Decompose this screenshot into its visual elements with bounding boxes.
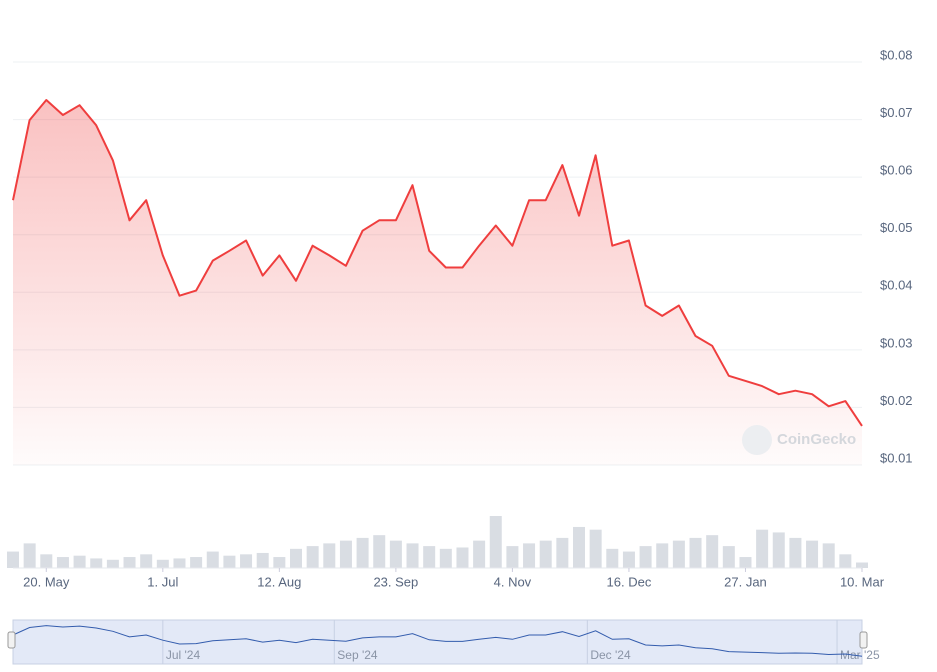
- volume-bar: [656, 543, 669, 568]
- navigator-tick-label: Sep '24: [337, 648, 378, 662]
- volume-bar: [423, 546, 436, 568]
- volume-bar: [506, 546, 519, 568]
- navigator-line: [12, 625, 863, 657]
- volume-bar: [190, 557, 203, 568]
- volume-bar: [473, 540, 486, 568]
- navigator: Jul '24 Sep '24 Dec '24 Mar '25: [7, 619, 880, 665]
- volume-bar: [789, 537, 802, 568]
- x-tick-label: 12. Aug: [257, 574, 301, 589]
- navigator-tick-label: Jul '24: [166, 648, 201, 662]
- volume-bar: [173, 558, 186, 568]
- navigator-tick-label: Mar '25: [840, 648, 880, 662]
- volume-bar: [356, 537, 369, 568]
- volume-bar: [772, 532, 785, 568]
- watermark-logo: [742, 425, 772, 455]
- navigator-handle[interactable]: [7, 631, 16, 649]
- volume-bar: [306, 546, 319, 568]
- volume-bar: [406, 543, 419, 568]
- x-tick-label: 4. Nov: [494, 574, 532, 589]
- x-tick-label: 23. Sep: [373, 574, 418, 589]
- y-tick-label: $0.05: [880, 220, 913, 235]
- y-tick-label: $0.03: [880, 335, 913, 350]
- volume-bar: [839, 554, 852, 568]
- price-area: [13, 100, 862, 465]
- y-tick-label: $0.04: [880, 278, 913, 293]
- x-tick-label: 10. Mar: [840, 574, 885, 589]
- volume-bar: [606, 548, 619, 568]
- volume-bar: [206, 551, 219, 568]
- y-tick-label: $0.07: [880, 105, 913, 120]
- volume-bar: [106, 559, 119, 568]
- navigator-bg: [12, 619, 863, 665]
- volume-bar: [489, 516, 502, 568]
- volume-bar: [439, 548, 452, 568]
- volume-bar: [123, 557, 136, 568]
- volume-bar: [689, 537, 702, 568]
- volume-bar: [739, 557, 752, 568]
- volume-bar: [556, 537, 569, 568]
- volume-bar: [806, 540, 819, 568]
- y-tick-label: $0.02: [880, 393, 913, 408]
- volume-bar: [706, 535, 719, 568]
- navigator-handle[interactable]: [859, 631, 868, 649]
- x-tick-label: 27. Jan: [724, 574, 767, 589]
- volume-bar: [822, 543, 835, 568]
- volume-bar: [156, 559, 169, 568]
- volume-bar: [573, 526, 585, 568]
- volume-bar: [290, 548, 302, 568]
- navigator-tick-label: Dec '24: [590, 648, 631, 662]
- volume-bar: [56, 557, 69, 568]
- volume-bar: [23, 543, 36, 568]
- volume-bar: [639, 546, 652, 568]
- y-tick-label: $0.08: [880, 47, 913, 62]
- volume-bar: [7, 551, 19, 568]
- watermark: CoinGecko: [742, 425, 856, 455]
- x-tick-label: 1. Jul: [147, 574, 178, 589]
- volume-bar: [256, 552, 269, 568]
- volume-bar: [523, 543, 536, 568]
- volume-bar: [273, 557, 286, 568]
- x-tick-label: 20. May: [23, 574, 70, 589]
- volume-bar: [389, 540, 402, 568]
- volume-bar: [90, 558, 103, 568]
- volume-bar: [539, 540, 552, 568]
- volume-bar: [722, 546, 735, 568]
- volume-bar: [856, 562, 868, 568]
- x-tick-label: 16. Dec: [607, 574, 652, 589]
- volume-bar: [622, 551, 635, 568]
- price-line: [12, 99, 863, 427]
- volume-bar: [140, 554, 153, 568]
- volume-bar: [456, 547, 469, 568]
- volume-bar: [756, 529, 769, 568]
- volume-bar: [339, 540, 352, 568]
- volume-bar: [73, 555, 86, 568]
- volume-bar: [589, 529, 602, 568]
- watermark-text: CoinGecko: [777, 431, 856, 448]
- y-tick-label: $0.01: [880, 450, 913, 465]
- volume-bar: [373, 535, 386, 568]
- volume-bar: [240, 554, 253, 568]
- volume-bar: [40, 554, 53, 568]
- y-tick-label: $0.06: [880, 163, 913, 178]
- volume-bar: [223, 555, 236, 568]
- volume-bar: [672, 540, 685, 568]
- volume-bar: [323, 543, 336, 568]
